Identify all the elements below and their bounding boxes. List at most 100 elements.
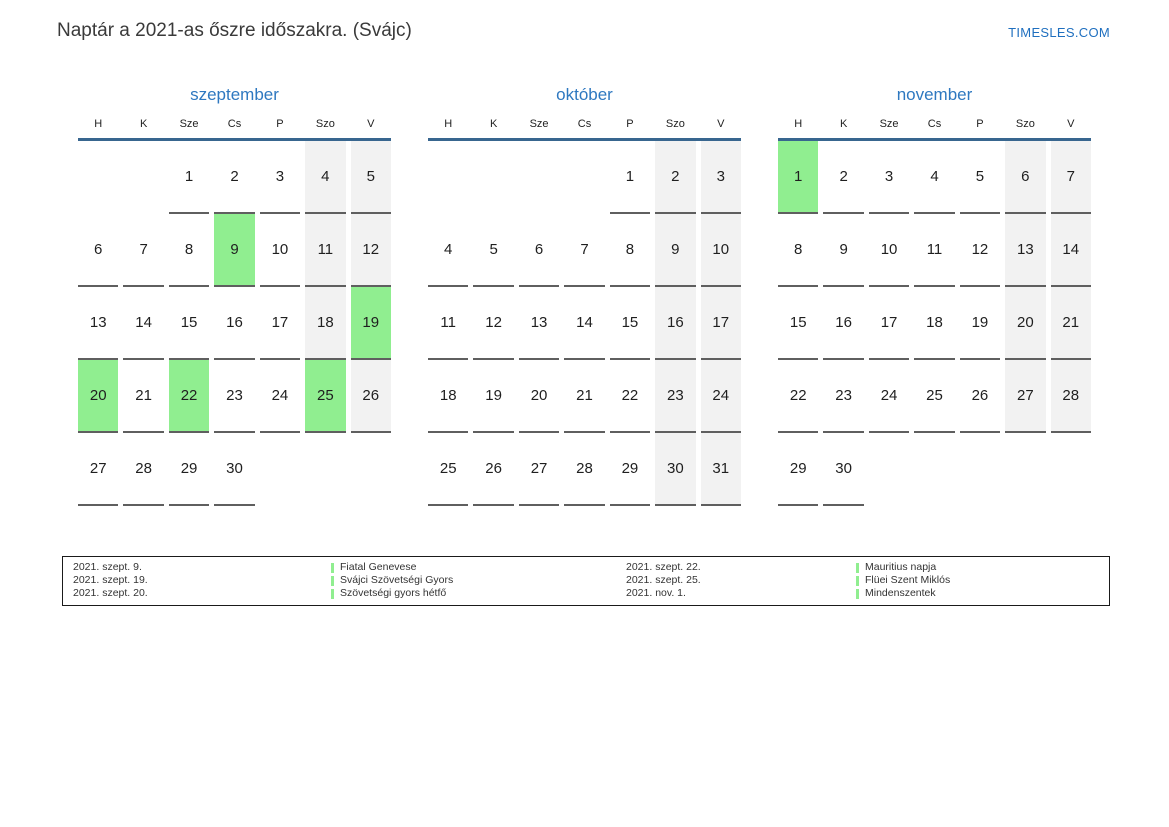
day-cell-27: 27 — [518, 433, 560, 506]
day-cell-9: 9 — [823, 214, 864, 287]
weekday-label: K — [489, 118, 498, 130]
month-title: szeptember — [190, 85, 279, 104]
legend-date: 2021. szept. 20. — [73, 587, 148, 599]
weekday-label: Sze — [179, 118, 199, 130]
legend-holiday-label: Mindenszentek — [865, 587, 936, 599]
day-cell-2: 2 — [655, 141, 696, 214]
day-cell-8: 8 — [609, 214, 651, 287]
weekday-label: V — [717, 118, 725, 130]
legend-holiday-label: Szövetségi gyors hétfő — [340, 587, 447, 599]
day-cell-1: 1 — [609, 141, 651, 214]
weekday-label: Cs — [577, 118, 592, 130]
empty-cell — [305, 433, 345, 506]
empty-cell — [351, 433, 391, 506]
day-cell-14: 14 — [123, 287, 164, 360]
day-cell-13: 13 — [1005, 214, 1046, 287]
empty-cell — [564, 141, 604, 214]
day-cell-13: 13 — [78, 287, 119, 360]
day-cell-1: 1 — [778, 141, 819, 214]
day-cell-16: 16 — [823, 287, 864, 360]
day-cell-26: 26 — [350, 360, 391, 433]
day-grid: 1 2 3 4 5 6 7 8 9 10 11 12 13 14 15 16 17 18 19 20 21 22 23 24 2… — [778, 141, 1091, 506]
weekday-label: Szo — [315, 118, 335, 130]
holiday-marker-bar — [331, 588, 334, 599]
day-cell-5: 5 — [350, 141, 391, 214]
day-cell-15: 15 — [168, 287, 210, 360]
legend-holiday-label: Svájci Szövetségi Gyors — [340, 574, 454, 586]
day-cell-20: 20 — [518, 360, 560, 433]
weekday-label: V — [1067, 118, 1075, 130]
day-cell-13: 13 — [518, 287, 560, 360]
empty-cell — [260, 433, 300, 506]
day-cell-20: 20 — [1005, 287, 1046, 360]
day-cell-15: 15 — [609, 287, 651, 360]
empty-cell — [1051, 433, 1091, 506]
weekday-label: P — [276, 118, 284, 130]
weekday-label: H — [94, 118, 103, 130]
day-cell-23: 23 — [214, 360, 255, 433]
day-cell-18: 18 — [428, 360, 469, 433]
weekday-label: K — [839, 118, 848, 130]
holiday-marker-bar — [856, 575, 859, 586]
day-cell-6: 6 — [1005, 141, 1046, 214]
empty-cell — [428, 141, 468, 214]
legend-date: 2021. szept. 25. — [626, 574, 701, 586]
day-cell-19: 19 — [350, 287, 391, 360]
weekday-label: Sze — [529, 118, 549, 130]
day-cell-7: 7 — [564, 214, 605, 287]
legend-holiday-name: Szövetségi gyors hétfő — [331, 587, 626, 600]
day-cell-30: 30 — [823, 433, 864, 506]
day-cell-12: 12 — [473, 287, 514, 360]
day-cell-25: 25 — [428, 433, 469, 506]
day-cell-26: 26 — [473, 433, 514, 506]
day-cell-6: 6 — [518, 214, 560, 287]
day-cell-21: 21 — [564, 360, 605, 433]
day-cell-10: 10 — [259, 214, 301, 287]
legend-holiday-name: Flüei Szent Miklós — [856, 574, 1109, 587]
legend-holiday-name: Mauritius napja — [856, 561, 1109, 574]
weekday-label: Szo — [1015, 118, 1035, 130]
weekday-label: P — [626, 118, 634, 130]
page-title: Naptár a 2021-as őszre időszakra. (Svájc… — [57, 20, 412, 41]
day-cell-11: 11 — [914, 214, 955, 287]
day-cell-2: 2 — [214, 141, 255, 214]
weekday-label: H — [794, 118, 803, 130]
day-cell-7: 7 — [123, 214, 164, 287]
day-cell-17: 17 — [700, 287, 741, 360]
weekday-header-row: H K Sze Cs P Szo V — [428, 118, 741, 141]
legend-date: 2021. szept. 9. — [73, 561, 142, 573]
day-cell-15: 15 — [778, 287, 819, 360]
day-cell-25: 25 — [305, 360, 346, 433]
day-cell-12: 12 — [350, 214, 391, 287]
legend-holiday-label: Flüei Szent Miklós — [865, 574, 951, 586]
day-cell-5: 5 — [473, 214, 514, 287]
day-cell-18: 18 — [305, 287, 346, 360]
day-cell-3: 3 — [868, 141, 910, 214]
day-cell-31: 31 — [700, 433, 741, 506]
day-cell-4: 4 — [428, 214, 469, 287]
empty-cell — [1005, 433, 1045, 506]
day-cell-5: 5 — [959, 141, 1001, 214]
empty-cell — [78, 141, 118, 214]
calendars: szeptember H K Sze Cs P Szo V 1 2 3 4 5 6 7 8 9 10 11 12 13 1… — [78, 84, 1091, 506]
legend-date: 2021. szept. 22. — [626, 561, 701, 573]
holiday-marker-bar — [331, 562, 334, 573]
weekday-label: H — [444, 118, 453, 130]
day-cell-14: 14 — [1050, 214, 1091, 287]
day-cell-26: 26 — [959, 360, 1001, 433]
site-link[interactable]: TIMESLES.COM — [1008, 25, 1110, 40]
holiday-marker-bar — [331, 575, 334, 586]
legend-holiday-label: Mauritius napja — [865, 561, 937, 573]
empty-cell — [123, 141, 163, 214]
day-cell-19: 19 — [959, 287, 1001, 360]
empty-cell — [914, 433, 954, 506]
day-cell-8: 8 — [168, 214, 210, 287]
day-cell-23: 23 — [823, 360, 864, 433]
day-cell-11: 11 — [305, 214, 346, 287]
day-cell-30: 30 — [655, 433, 696, 506]
day-cell-9: 9 — [655, 214, 696, 287]
legend-holiday-label: Fiatal Genevese — [340, 561, 417, 573]
day-cell-22: 22 — [609, 360, 651, 433]
day-cell-14: 14 — [564, 287, 605, 360]
month-title: október — [556, 85, 613, 104]
